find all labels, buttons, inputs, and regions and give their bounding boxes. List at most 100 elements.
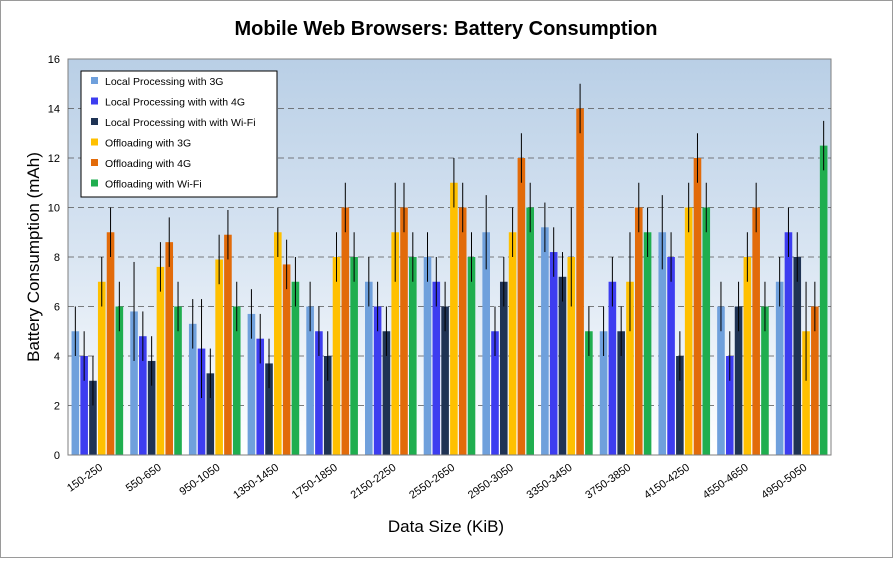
bar	[634, 207, 643, 455]
bar	[106, 232, 115, 455]
y-tick-label: 0	[54, 450, 60, 462]
bar	[684, 207, 693, 455]
legend-swatch	[91, 118, 98, 125]
bar	[752, 207, 760, 455]
bar	[409, 257, 417, 455]
bar	[811, 306, 819, 455]
x-tick-label: 2550-2650	[407, 462, 457, 502]
y-tick-label: 10	[48, 203, 60, 215]
bar	[567, 257, 576, 455]
bar	[717, 306, 725, 455]
y-tick-label: 4	[54, 351, 60, 363]
bar	[306, 306, 314, 455]
bar	[232, 306, 241, 455]
x-tick-label: 1350-1450	[231, 462, 281, 502]
bar	[667, 257, 675, 455]
x-axis-label: Data Size (KiB)	[388, 517, 504, 536]
bar	[676, 356, 684, 455]
bar	[365, 281, 373, 455]
y-tick-label: 12	[48, 153, 60, 165]
legend-swatch	[91, 97, 98, 105]
bars	[71, 108, 828, 455]
bar	[458, 207, 467, 455]
bar	[147, 360, 156, 455]
legend-swatch	[91, 159, 98, 166]
bar	[130, 311, 138, 455]
bar	[576, 108, 584, 455]
bar	[89, 380, 97, 455]
x-tick-label: 2150-2250	[349, 462, 399, 502]
bar	[599, 331, 608, 455]
bar	[617, 331, 625, 455]
bar	[373, 306, 382, 455]
bar	[775, 281, 784, 455]
bar	[761, 306, 769, 455]
y-tick-label: 8	[54, 252, 60, 264]
x-axis: 150-250 550-650 950-1050 1350-1450 1750-1850…	[65, 454, 831, 502]
bar	[350, 257, 358, 455]
y-tick-label: 14	[48, 104, 60, 116]
legend-label: Local Processing with 3G	[105, 76, 223, 88]
bar	[174, 306, 182, 455]
bar	[541, 227, 549, 455]
bar	[165, 242, 174, 455]
bar	[80, 356, 88, 455]
bar	[626, 281, 634, 455]
chart-title: Mobile Web Browsers: Battery Consumption	[234, 18, 657, 40]
bar	[585, 331, 593, 455]
legend-label: Local Processing with with 4G	[105, 97, 245, 109]
bar	[332, 257, 341, 455]
bar	[188, 323, 197, 455]
bar	[658, 232, 667, 455]
bar	[558, 276, 567, 455]
bar	[423, 257, 432, 455]
x-tick-label: 4150-4250	[642, 462, 692, 502]
bar	[341, 207, 350, 455]
error-bars	[74, 83, 825, 406]
bar	[274, 232, 282, 455]
bar	[315, 331, 323, 455]
bar	[517, 158, 526, 455]
bar	[819, 145, 828, 455]
y-axis: 0 2 4 6 8 10 12 14 16	[48, 54, 60, 462]
bar	[725, 356, 734, 455]
x-tick-label: 150-250	[65, 462, 105, 495]
x-tick-label: 1750-1850	[290, 462, 340, 502]
x-tick-label: 4950-5050	[759, 462, 809, 502]
bar	[432, 281, 441, 455]
bar	[793, 257, 802, 455]
x-tick-label: 3350-3450	[525, 462, 575, 502]
bar	[139, 336, 147, 455]
x-tick-label: 3750-3850	[583, 462, 633, 502]
bar	[491, 331, 499, 455]
bar	[743, 257, 752, 455]
legend-label: Offloading with 4G	[105, 158, 191, 170]
legend: Local Processing with 3G Local Processing…	[80, 70, 278, 198]
bar	[734, 306, 743, 455]
bar	[608, 281, 617, 455]
bar	[450, 182, 458, 455]
bar	[97, 281, 106, 455]
bar	[482, 232, 490, 455]
bar	[115, 306, 124, 455]
bar	[256, 338, 265, 455]
bar	[391, 232, 400, 455]
bar	[499, 281, 508, 455]
bar	[400, 207, 408, 455]
legend-label: Offloading with 3G	[105, 138, 191, 150]
y-tick-label: 16	[48, 54, 60, 66]
x-tick-label: 4550-4650	[701, 462, 751, 502]
bar	[156, 266, 165, 455]
bar	[784, 232, 793, 455]
bar	[693, 158, 702, 455]
y-axis-label: Battery Consumption (mAh)	[24, 152, 43, 362]
legend-swatch	[91, 179, 98, 187]
legend-swatch	[91, 77, 98, 84]
bar	[197, 348, 206, 455]
bar	[643, 232, 652, 455]
bar	[247, 313, 256, 455]
y-tick-label: 6	[54, 302, 60, 314]
legend-label: Offloading with Wi-Fi	[105, 179, 202, 191]
